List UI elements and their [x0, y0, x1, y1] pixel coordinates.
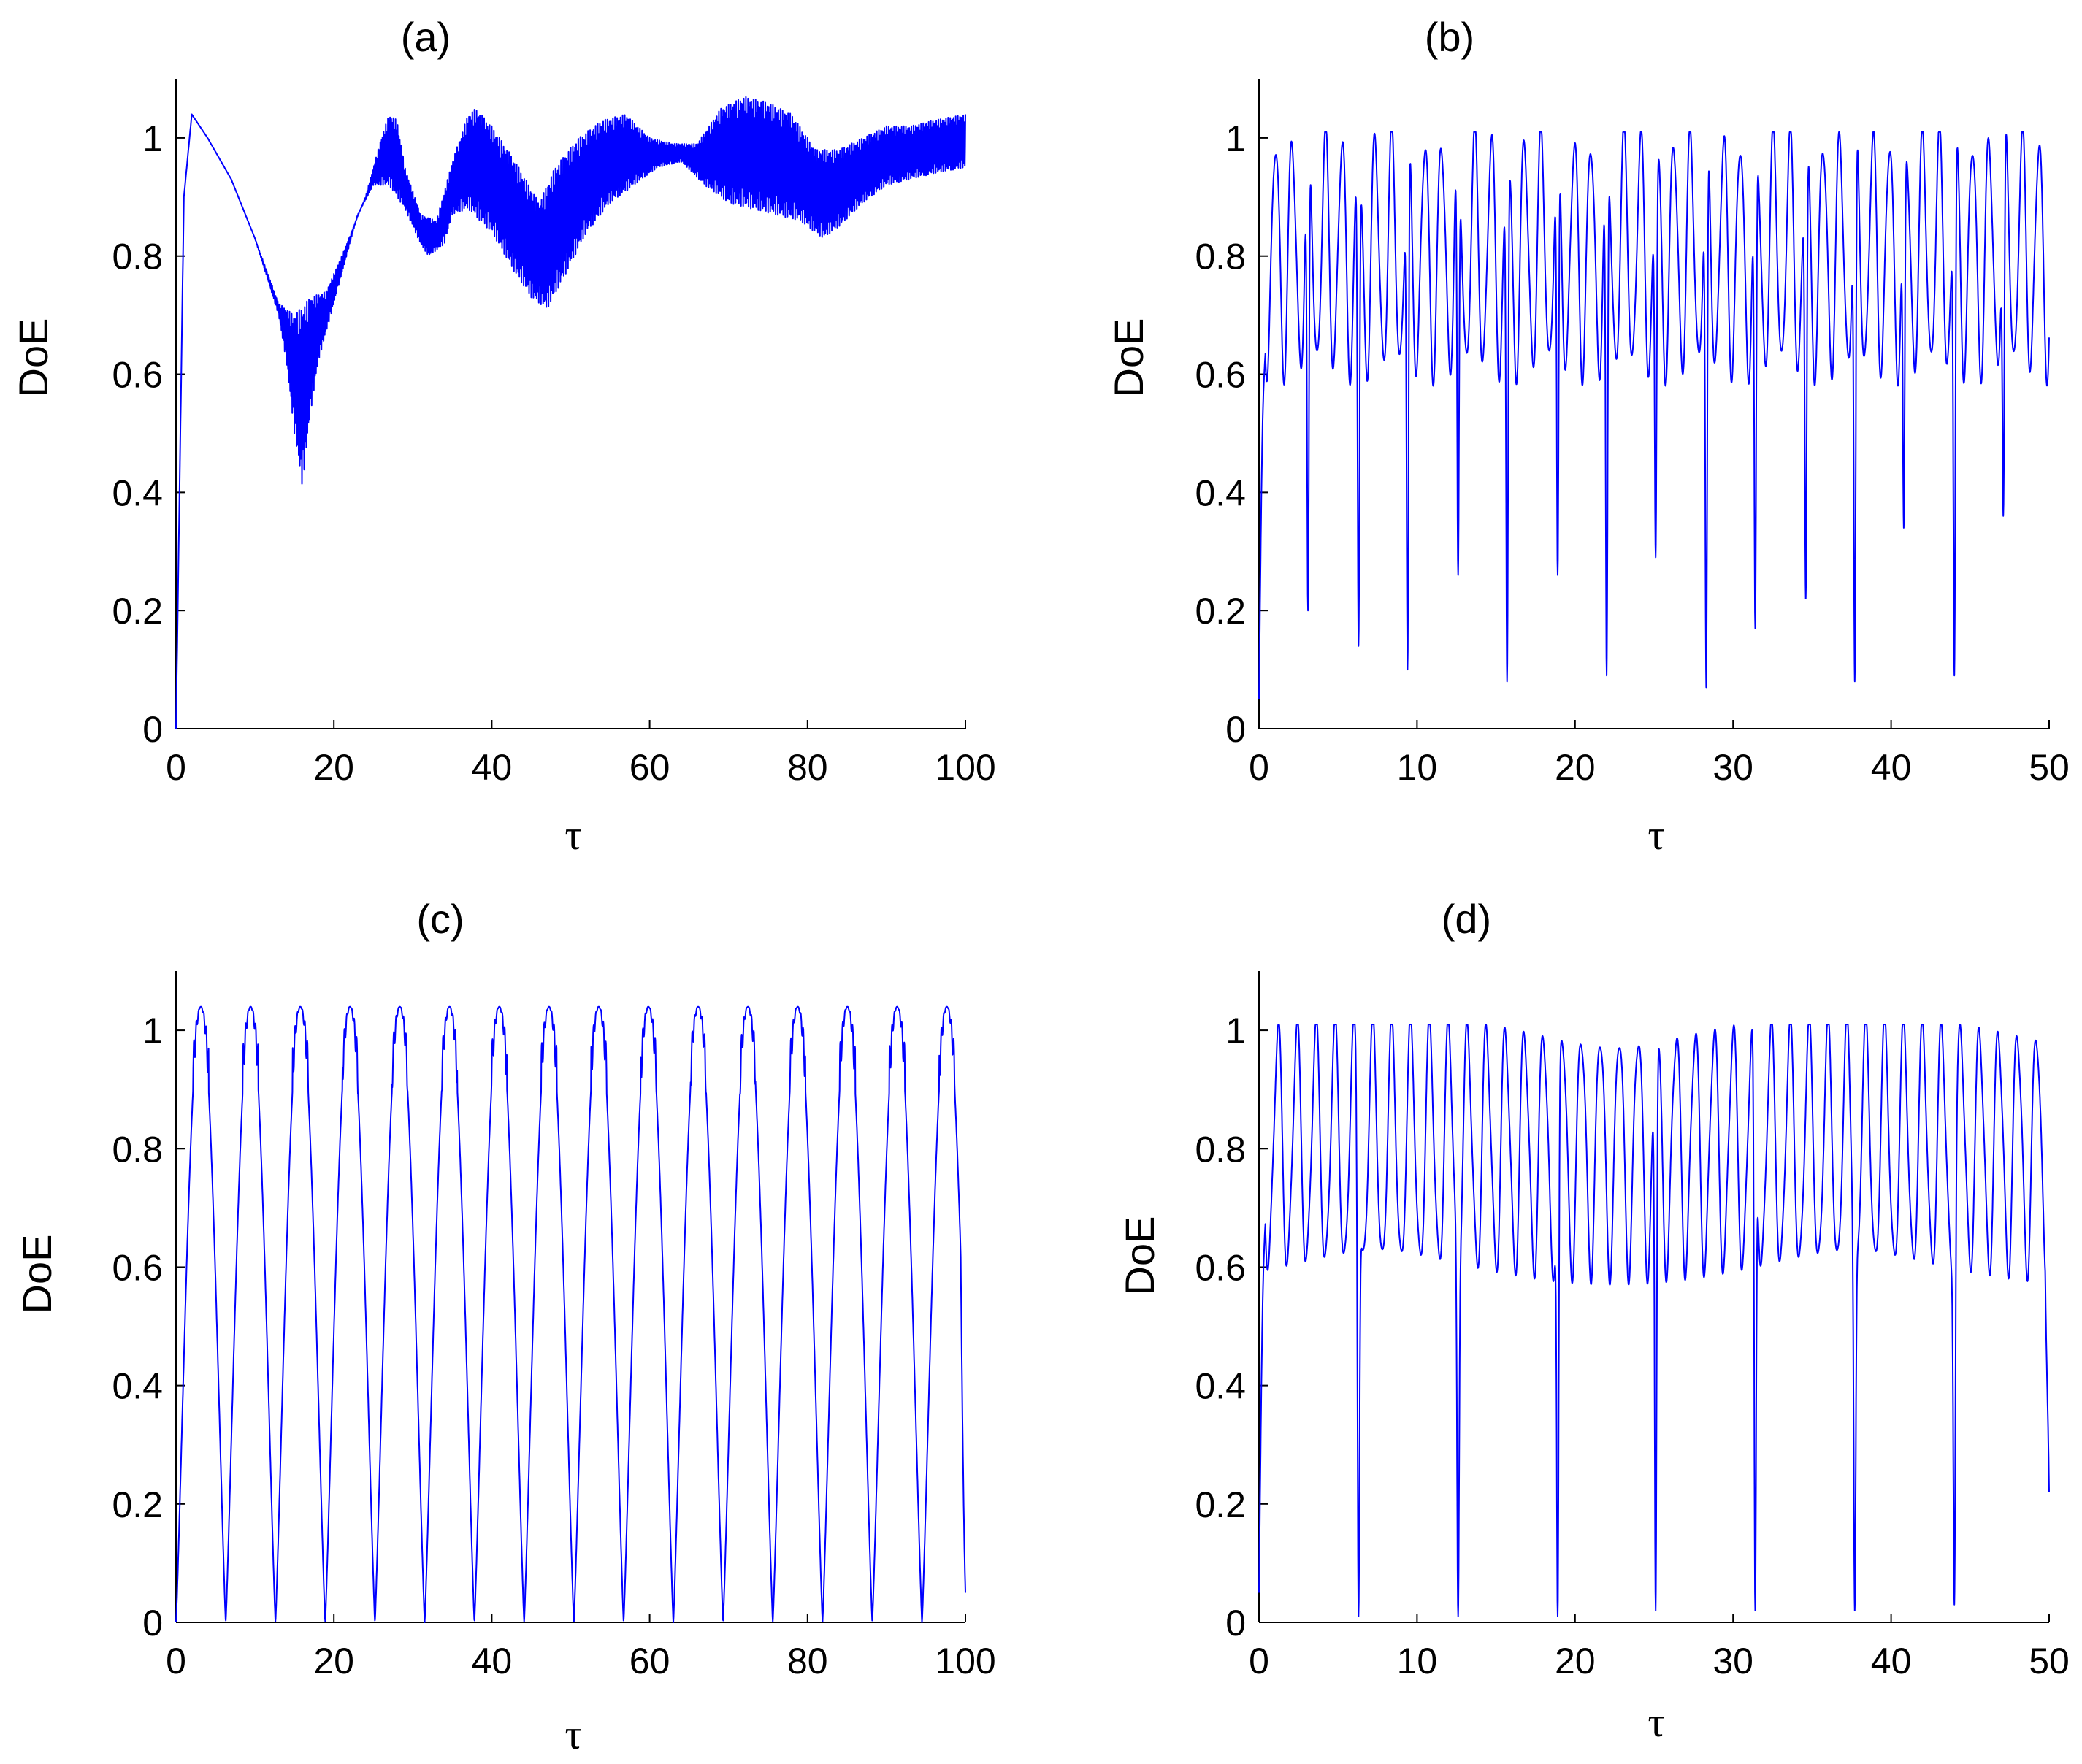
panel-b-title: (b)	[1425, 14, 1474, 60]
y-tick-label: 0.4	[1195, 1366, 1246, 1407]
panel-d-xlabel: τ	[1647, 1698, 1664, 1746]
x-tick-label: 20	[313, 747, 354, 788]
x-tick-label: 50	[2029, 1641, 2070, 1681]
x-tick-label: 80	[787, 747, 828, 788]
x-tick-label: 20	[1555, 747, 1596, 788]
y-tick-label: 0.4	[1195, 472, 1246, 513]
panel-a-title: (a)	[401, 14, 451, 60]
series-a-line	[175, 96, 966, 729]
x-tick-label: 30	[1712, 747, 1753, 788]
panel-a: (a) DoE τ 0 20 40 60 80 100 0 0.2 0.4 0.6 0.8 1	[10, 14, 996, 859]
y-tick-label: 0.6	[112, 1247, 163, 1288]
panel-d-ylabel: DoE	[1117, 1216, 1163, 1296]
y-tick-label: 0.2	[112, 591, 163, 632]
x-tick-label: 40	[1871, 1641, 1912, 1681]
panel-a-xlabel: τ	[564, 811, 581, 859]
y-tick-label: 0.4	[112, 472, 163, 513]
panel-b-ylabel: DoE	[1106, 318, 1152, 398]
y-tick-label: 0	[142, 1603, 163, 1644]
x-tick-label: 10	[1397, 1641, 1438, 1681]
panel-b-xlabel: τ	[1647, 811, 1664, 859]
x-tick-label: 20	[313, 1641, 354, 1681]
x-tick-label: 80	[787, 1641, 828, 1681]
y-tick-label: 1	[1225, 118, 1246, 159]
y-tick-label: 1	[142, 1011, 163, 1051]
panel-b: (b) DoE τ 0 10 20 30 40 50 0 0.2 0.4 0.6 0.8 1	[1106, 14, 2070, 859]
y-tick-label: 0	[1225, 1603, 1246, 1644]
x-tick-label: 40	[472, 747, 513, 788]
x-tick-label: 10	[1397, 747, 1438, 788]
series-b-line	[1258, 131, 2050, 699]
y-tick-label: 0.4	[112, 1366, 163, 1407]
panel-d: (d) DoE τ 0 10 20 30 40 50 0 0.2 0.4 0.6 0.8 1	[1117, 896, 2070, 1746]
y-tick-label: 1	[1225, 1011, 1246, 1051]
y-tick-label: 0.2	[1195, 1484, 1246, 1525]
panel-a-ylabel: DoE	[10, 318, 56, 398]
x-tick-label: 0	[166, 747, 186, 788]
y-tick-label: 0.8	[112, 237, 163, 277]
y-tick-label: 0.6	[1195, 355, 1246, 396]
y-tick-label: 0.8	[1195, 237, 1246, 277]
y-tick-label: 0.6	[1195, 1247, 1246, 1288]
x-tick-label: 0	[1249, 747, 1269, 788]
y-tick-label: 1	[142, 118, 163, 159]
panel-c-ylabel: DoE	[14, 1235, 60, 1314]
panel-d-title: (d)	[1442, 896, 1491, 942]
y-tick-label: 0.8	[1195, 1129, 1246, 1170]
series-c-line	[175, 1005, 966, 1623]
x-tick-label: 0	[166, 1641, 186, 1681]
panel-c-title: (c)	[416, 896, 464, 942]
y-tick-label: 0.6	[112, 355, 163, 396]
x-tick-label: 20	[1555, 1641, 1596, 1681]
x-tick-label: 40	[1871, 747, 1912, 788]
x-tick-label: 0	[1249, 1641, 1269, 1681]
x-tick-label: 40	[472, 1641, 513, 1681]
y-tick-label: 0	[142, 709, 163, 750]
x-tick-label: 30	[1712, 1641, 1753, 1681]
y-tick-label: 0.2	[1195, 591, 1246, 632]
y-tick-label: 0.8	[112, 1129, 163, 1170]
panel-c: (c) DoE τ 0 20 40 60 80 100 0 0.2 0.4 0.6 0.8 1	[14, 896, 996, 1758]
panel-c-xlabel: τ	[564, 1711, 581, 1758]
x-tick-label: 100	[935, 747, 995, 788]
y-tick-label: 0	[1225, 709, 1246, 750]
y-tick-label: 0.2	[112, 1484, 163, 1525]
x-tick-label: 100	[935, 1641, 995, 1681]
series-d-line	[1258, 1024, 2050, 1617]
x-tick-label: 50	[2029, 747, 2070, 788]
x-tick-label: 60	[629, 1641, 670, 1681]
x-tick-label: 60	[629, 747, 670, 788]
